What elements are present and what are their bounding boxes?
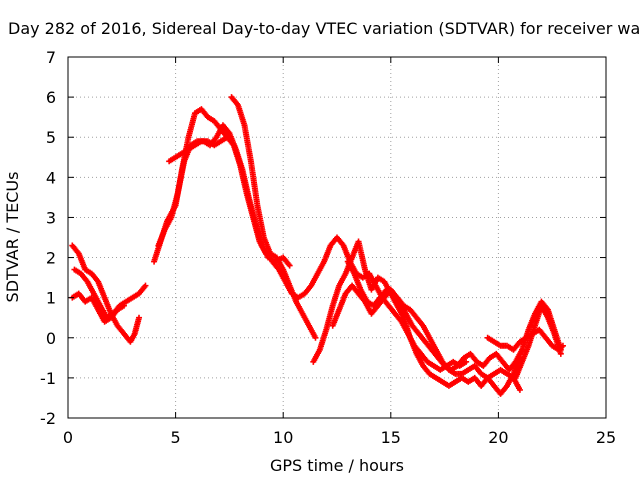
y-tick-label: 3 xyxy=(46,208,56,227)
x-tick-label: 0 xyxy=(63,428,73,447)
data-points xyxy=(69,94,566,397)
x-tick-label: 20 xyxy=(488,428,508,447)
series-pass-9 xyxy=(310,238,523,393)
y-tick-label: 2 xyxy=(46,249,56,268)
y-tick-label: 7 xyxy=(46,48,56,67)
y-axis-label: SDTVAR / TECUs xyxy=(3,172,22,303)
x-tick-label: 15 xyxy=(381,428,401,447)
chart-title: Day 282 of 2016, Sidereal Day-to-day VTE… xyxy=(8,19,640,38)
data-point xyxy=(557,350,564,357)
y-tick-label: -2 xyxy=(40,409,56,428)
data-point xyxy=(142,282,149,289)
series-pass-6 xyxy=(166,134,231,165)
y-tick-label: 0 xyxy=(46,329,56,348)
data-point xyxy=(516,386,523,393)
data-point xyxy=(286,262,293,269)
series-pass-3 xyxy=(69,290,127,325)
x-axis-label: GPS time / hours xyxy=(270,456,404,475)
y-tick-label: 5 xyxy=(46,128,56,147)
y-tick-label: 4 xyxy=(46,168,56,187)
y-tick-label: 1 xyxy=(46,289,56,308)
x-tick-label: 10 xyxy=(273,428,293,447)
data-point xyxy=(312,334,319,341)
series-pass-1 xyxy=(69,242,143,345)
x-tick-label: 5 xyxy=(171,428,181,447)
y-tick-label: -1 xyxy=(40,369,56,388)
plot-frame xyxy=(67,56,607,419)
data-point xyxy=(136,314,143,321)
x-tick-label: 25 xyxy=(596,428,616,447)
series-pass-5 xyxy=(155,122,293,269)
data-point xyxy=(224,134,231,141)
data-point xyxy=(120,302,127,309)
series-pass-13 xyxy=(512,302,564,381)
axis-ticks: 0 5 10 15 20 25 -2 -1 0 1 2 3 4 5 6 7 xyxy=(40,48,616,447)
y-tick-label: 6 xyxy=(46,88,56,107)
data-point xyxy=(463,358,470,365)
series-pass-4 xyxy=(151,106,269,265)
